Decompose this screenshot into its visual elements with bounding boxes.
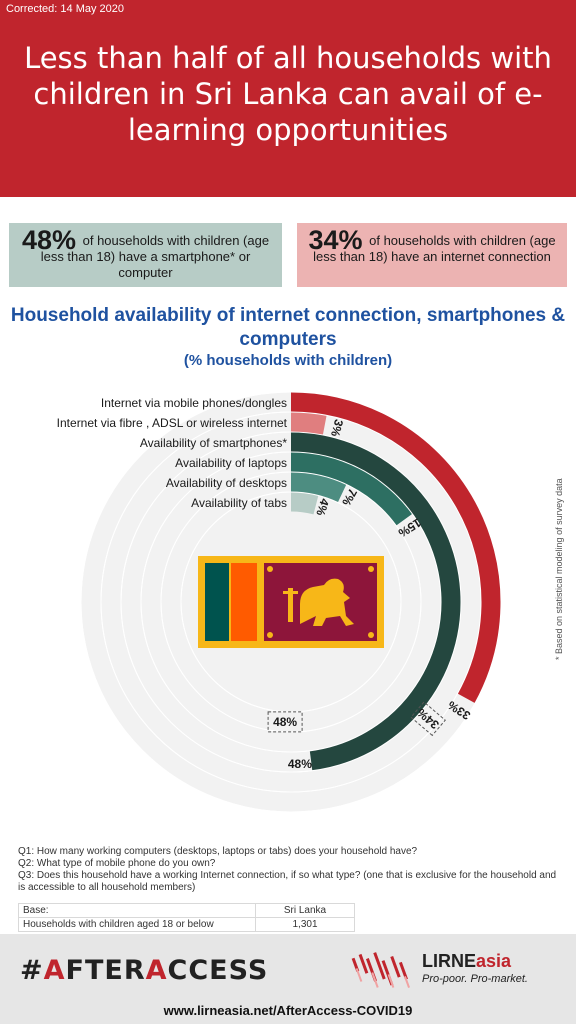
radial-bar-chart: Internet via mobile phones/dongles33%Int… (57, 391, 502, 813)
table-cell: Base: (18, 903, 256, 918)
chart-bar (290, 492, 319, 515)
footer-url[interactable]: www.lirneasia.net/AfterAccess-COVID19 (163, 1003, 413, 1018)
data-label: 48% (288, 757, 312, 771)
stat-box-smartphone-computer: 48% of households with children (age les… (9, 223, 282, 287)
afteraccess-logo: #AFTERACCESS (20, 955, 269, 986)
side-note: * Based on statistical modeling of surve… (554, 478, 564, 660)
series-name-label: Availability of tabs (191, 496, 287, 510)
data-label: 3% (328, 418, 346, 439)
question-3: Q3: Does this household have a working I… (18, 870, 557, 893)
table-row: Base: Sri Lanka (18, 903, 355, 918)
chart-bar (290, 452, 412, 526)
stat-text: of households with children (age less th… (40, 233, 270, 280)
stat-text: of households with children (age less th… (313, 233, 556, 264)
sri-lanka-flag-icon (198, 556, 384, 648)
group-annotation-box (410, 701, 446, 737)
lirneasia-tagline: Pro-poor. Pro-market. (422, 973, 528, 985)
base-table: Base: Sri Lanka Households with children… (18, 903, 355, 932)
series-name-label: Internet via fibre , ADSL or wireless in… (57, 416, 288, 430)
table-cell: Households with children aged 18 or belo… (18, 917, 256, 932)
question-2: Q2: What type of mobile phone do you own… (18, 858, 216, 869)
chart-track-separator (100, 411, 482, 793)
table-cell: Sri Lanka (255, 903, 355, 918)
chart-subtitle: (% households with children) (183, 352, 393, 369)
header-banner: Corrected: 14 May 2020 Less than half of… (0, 0, 576, 197)
stat-value: 34% (308, 225, 363, 255)
corrected-date: Corrected: 14 May 2020 (6, 3, 125, 15)
series-name-label: Availability of smartphones* (140, 436, 288, 450)
group-annotation-label: 48% (273, 715, 297, 729)
question-1: Q1: How many working computers (desktops… (18, 846, 418, 857)
chart-track-separator (140, 451, 442, 753)
group-annotation-box (267, 711, 303, 733)
series-name-label: Availability of laptops (175, 456, 287, 470)
lirneasia-logo-icon (351, 952, 410, 988)
chart-title: Household availability of internet conne… (10, 305, 566, 350)
chart-bar (290, 412, 327, 435)
page-title: Less than half of all households with ch… (24, 41, 552, 147)
chart-bar (290, 432, 461, 771)
chart-bar (290, 392, 501, 703)
table-row: Households with children aged 18 or belo… (18, 917, 355, 932)
data-label: 4% (313, 497, 332, 518)
footer (0, 934, 576, 1024)
series-name-label: Availability of desktops (166, 476, 287, 490)
table-cell: 1,301 (255, 917, 355, 932)
survey-questions: Q1: How many working computers (desktops… (18, 846, 563, 894)
stat-value: 48% (21, 225, 76, 255)
chart-track-separator (120, 431, 462, 773)
chart-bar (290, 472, 347, 503)
chart-track-separator (80, 391, 502, 813)
lirneasia-name: LIRNEasia (422, 951, 512, 971)
stat-box-internet: 34% of households with children (age les… (297, 223, 567, 287)
series-name-label: Internet via mobile phones/dongles (101, 396, 287, 410)
chart-arcs (290, 392, 501, 771)
